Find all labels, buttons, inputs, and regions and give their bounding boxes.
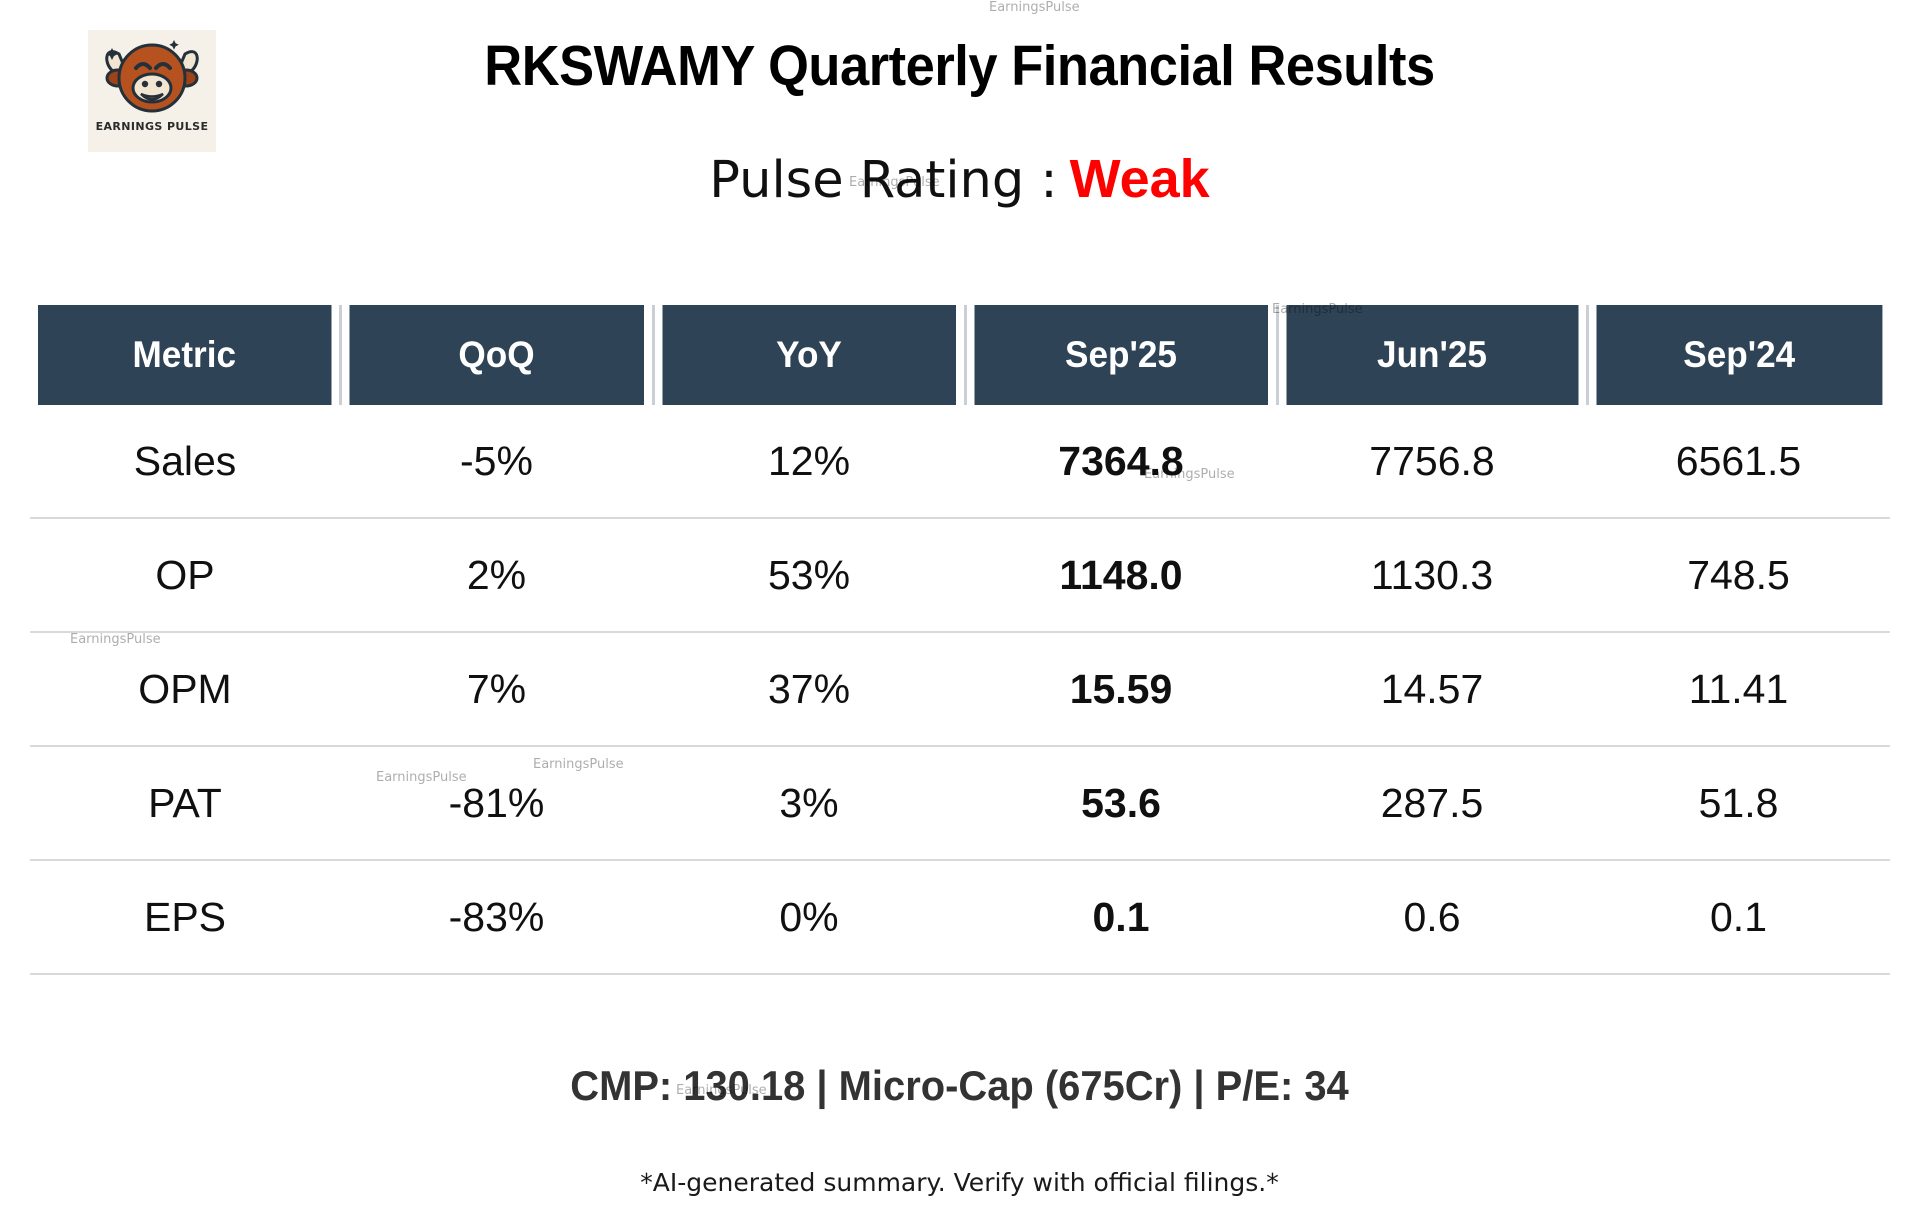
cell-yoy: 12% [653, 405, 965, 519]
cell-sep24: 6561.5 [1587, 405, 1890, 519]
column-header-sep24: Sep'24 [1594, 305, 1883, 405]
cell-qoq: -5% [340, 405, 653, 519]
cell-sep25: 1148.0 [965, 518, 1277, 633]
watermark: EarningsPulse [989, 0, 1080, 15]
financials-table-wrap: Metric QoQ YoY Sep'25 Jun'25 Sep'24 Sale… [30, 305, 1890, 975]
cell-metric: OPM [30, 632, 340, 747]
cell-qoq: 2% [340, 518, 653, 633]
cell-sep24: 0.1 [1587, 860, 1890, 975]
cell-metric: PAT [30, 746, 340, 861]
pulse-rating: Pulse Rating : Weak [0, 148, 1919, 210]
cell-jun25: 0.6 [1277, 860, 1587, 975]
cell-qoq: -83% [340, 860, 653, 975]
cell-sep25: 53.6 [965, 746, 1277, 861]
brand-logo: EARNINGS PULSE [88, 30, 216, 152]
cell-yoy: 37% [653, 632, 965, 747]
cell-metric: EPS [30, 860, 340, 975]
column-header-qoq: QoQ [347, 305, 647, 405]
table-row: PAT -81% 3% 53.6 287.5 51.8 [30, 746, 1890, 861]
cell-sep25: 15.59 [965, 632, 1277, 747]
cell-qoq: 7% [340, 632, 653, 747]
valuation-summary: CMP: 130.18 | Micro-Cap (675Cr) | P/E: 3… [570, 1062, 1349, 1109]
cell-jun25: 14.57 [1277, 632, 1587, 747]
cell-sep24: 51.8 [1587, 746, 1890, 861]
cell-yoy: 0% [653, 860, 965, 975]
cell-jun25: 7756.8 [1277, 405, 1587, 519]
bull-mascot-icon [105, 40, 199, 113]
cell-qoq: -81% [340, 746, 653, 861]
brand-logo-caption: EARNINGS PULSE [95, 120, 209, 133]
table-row: Sales -5% 12% 7364.8 7756.8 6561.5 [30, 405, 1890, 519]
cell-sep24: 748.5 [1587, 518, 1890, 633]
cell-yoy: 53% [653, 518, 965, 633]
cell-metric: Sales [30, 405, 340, 519]
pulse-rating-label: Pulse Rating : [709, 151, 1058, 210]
page-title: RKSWAMY Quarterly Financial Results [484, 34, 1435, 98]
pulse-rating-value: Weak [1069, 149, 1210, 209]
cell-sep25: 7364.8 [965, 405, 1277, 519]
table-header-row: Metric QoQ YoY Sep'25 Jun'25 Sep'24 [30, 305, 1890, 405]
column-header-jun25: Jun'25 [1284, 305, 1581, 405]
column-header-sep25: Sep'25 [972, 305, 1271, 405]
cell-yoy: 3% [653, 746, 965, 861]
disclaimer-text: *AI-generated summary. Verify with offic… [640, 1168, 1279, 1197]
cell-sep24: 11.41 [1587, 632, 1890, 747]
cell-sep25: 0.1 [965, 860, 1277, 975]
table-row: EPS -83% 0% 0.1 0.6 0.1 [30, 860, 1890, 975]
table-row: OPM 7% 37% 15.59 14.57 11.41 [30, 632, 1890, 747]
table-row: OP 2% 53% 1148.0 1130.3 748.5 [30, 518, 1890, 633]
cell-metric: OP [30, 518, 340, 633]
cell-jun25: 1130.3 [1277, 518, 1587, 633]
cell-jun25: 287.5 [1277, 746, 1587, 861]
column-header-metric: Metric [37, 305, 334, 405]
column-header-yoy: YoY [660, 305, 959, 405]
financials-table: Metric QoQ YoY Sep'25 Jun'25 Sep'24 Sale… [30, 305, 1890, 975]
financials-table-body: Sales -5% 12% 7364.8 7756.8 6561.5 OP 2% 53% 1148… [30, 405, 1890, 975]
